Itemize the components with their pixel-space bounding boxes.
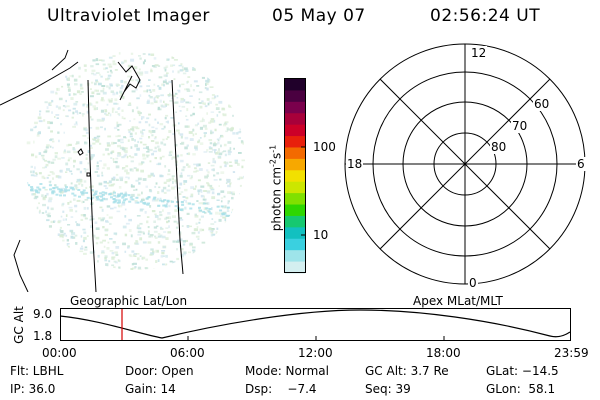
xtick-0000: 00:00 xyxy=(42,346,77,360)
altitude-curve xyxy=(59,309,571,339)
colorbar-segment xyxy=(285,90,305,103)
colorbar-segment xyxy=(285,136,305,149)
status-mode: Mode: Normal xyxy=(245,364,329,378)
ytick-1-8: 1.8 xyxy=(33,329,53,343)
colorbar-tick-100: 100 xyxy=(313,140,336,154)
colorbar-segment xyxy=(285,147,305,160)
altitude-ylabel: GC Alt xyxy=(12,306,26,344)
status-gc-alt: GC Alt: 3.7 Re xyxy=(365,364,449,378)
polar-plot xyxy=(344,43,586,285)
longitude-line xyxy=(171,79,184,275)
xtick-1200: 12:00 xyxy=(298,346,333,360)
status-gain: Gain: 14 xyxy=(125,382,176,396)
lat-label-60: 60 xyxy=(533,97,551,111)
colorbar-label: photon cm-2s-1 xyxy=(268,144,284,232)
xtick-1800: 18:00 xyxy=(426,346,461,360)
xtick-2359: 23:59 xyxy=(554,346,589,360)
uv-emission-field xyxy=(25,52,245,270)
colorbar-segment xyxy=(285,124,305,137)
colorbar-segment xyxy=(285,238,305,251)
island xyxy=(86,172,91,177)
colorbar-segment xyxy=(285,261,305,274)
status-glat: GLat: −14.5 xyxy=(486,364,559,378)
colorbar-segment xyxy=(285,204,305,217)
status-door: Door: Open xyxy=(125,364,194,378)
xtick-0600: 06:00 xyxy=(170,346,205,360)
ytick-9: 9.0 xyxy=(33,307,53,321)
mlt-label-18: 18 xyxy=(346,157,364,171)
colorbar-segment xyxy=(285,101,305,114)
colorbar-segment xyxy=(285,170,305,183)
uv-image-panel xyxy=(0,49,245,292)
mlt-label-12: 12 xyxy=(470,46,488,60)
lat-label-70: 70 xyxy=(511,119,529,133)
mlt-label-6: 6 xyxy=(576,157,586,171)
lat-label-80: 80 xyxy=(490,140,508,154)
colorbar-segment xyxy=(285,181,305,194)
island xyxy=(77,148,84,156)
mlt-label-0: 0 xyxy=(468,276,478,290)
coastline xyxy=(51,49,69,71)
status-dsp: Dsp: −7.4 xyxy=(245,382,317,396)
status-flt: Flt: LBHL xyxy=(10,364,64,378)
colorbar-segment xyxy=(285,227,305,240)
colorbar-tick-10: 10 xyxy=(313,228,329,242)
status-glon: GLon: 58.1 xyxy=(486,382,556,396)
status-ip: IP: 36.0 xyxy=(10,382,56,396)
longitude-line xyxy=(87,79,97,292)
colorbar xyxy=(284,78,306,274)
coastline xyxy=(13,239,29,292)
colorbar-segment xyxy=(285,79,305,92)
date-label: 05 May 07 xyxy=(272,6,366,26)
status-seq: Seq: 39 xyxy=(365,382,411,396)
app-title: Ultraviolet Imager xyxy=(47,6,210,26)
mlt-diagonal xyxy=(379,78,551,250)
coastline xyxy=(117,61,141,101)
time-label: 02:56:24 UT xyxy=(430,6,541,26)
colorbar-segment xyxy=(285,215,305,228)
apex-title: Apex MLat/MLT xyxy=(413,294,503,308)
colorbar-segment xyxy=(285,250,305,263)
colorbar-segment xyxy=(285,113,305,126)
colorbar-segment xyxy=(285,193,305,206)
altitude-plot xyxy=(59,308,571,341)
geo-latlon-title: Geographic Lat/Lon xyxy=(70,294,188,308)
coastline xyxy=(0,61,79,106)
colorbar-segment xyxy=(285,158,305,171)
